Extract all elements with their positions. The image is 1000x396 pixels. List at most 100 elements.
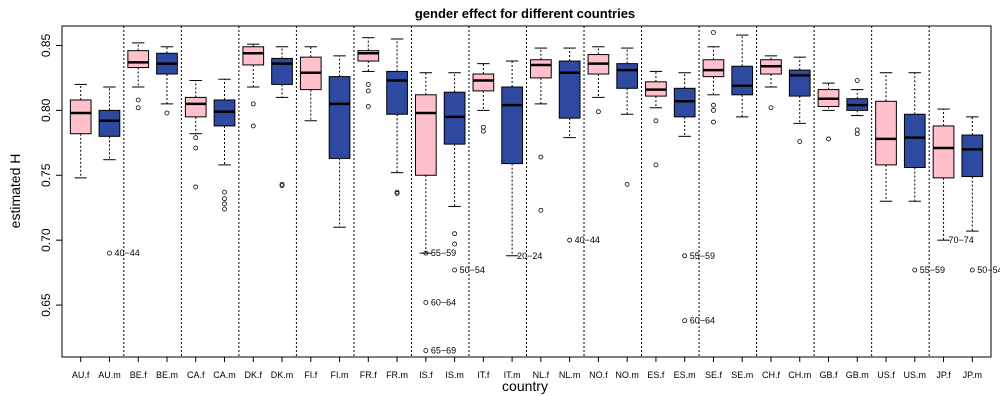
y-tick-label: 0.80: [39, 98, 53, 122]
box-ES.m: [673, 87, 696, 118]
x-tick-label: DK.m: [271, 370, 294, 380]
outlier-point: [423, 300, 429, 305]
x-tick-label: JP.f: [936, 370, 951, 380]
outlier-point: [567, 237, 573, 243]
outlier-annotation: 20−24: [517, 251, 542, 261]
outlier-point: [365, 104, 371, 109]
box-AU.f: [69, 99, 92, 135]
x-tick-label: NO.m: [615, 370, 639, 380]
outlier-point: [538, 154, 544, 160]
outlier-point: [768, 105, 774, 111]
box-JP.f: [932, 125, 955, 179]
y-tick-label: 0.65: [39, 293, 53, 317]
x-tick-label: US.f: [877, 370, 895, 380]
x-tick-label: US.m: [904, 370, 927, 380]
box-US.f: [875, 100, 897, 166]
box-IT.f: [472, 73, 495, 92]
outlier-point: [394, 191, 400, 196]
outlier-point: [107, 250, 112, 256]
outlier-point: [912, 267, 918, 273]
box-CA.f: [184, 96, 207, 118]
outlier-point: [193, 184, 199, 190]
chart-title: gender effect for different countries: [415, 6, 635, 21]
outlier-annotation: 40−44: [114, 248, 139, 258]
box-BE.f: [127, 50, 150, 69]
box-NL.m: [558, 60, 581, 119]
outlier-point: [164, 110, 170, 116]
x-tick-label: FI.f: [304, 370, 317, 380]
box-IT.m: [501, 86, 523, 165]
outlier-point: [711, 107, 716, 113]
x-tick-label: CH.f: [762, 370, 780, 380]
x-tick-label: IT.m: [504, 370, 521, 380]
outlier-annotation: 70−74: [949, 235, 974, 245]
x-tick-label: BE.m: [156, 370, 178, 380]
outlier-point: [135, 97, 141, 103]
x-tick-label: JP.m: [963, 370, 982, 380]
box-FR.m: [386, 70, 408, 115]
outlier-annotation: 55−59: [920, 265, 945, 275]
x-axis-label: country: [502, 378, 548, 394]
x-tick-label: GB.m: [846, 370, 869, 380]
box-IS.m: [443, 91, 466, 145]
outlier-point: [596, 109, 601, 115]
box-JP.m: [961, 134, 984, 178]
x-tick-label: IS.m: [445, 370, 464, 380]
outlier-point: [538, 207, 544, 213]
outlier-annotation: 60−64: [690, 316, 715, 326]
outlier-point: [480, 128, 486, 134]
outlier-point: [222, 196, 227, 202]
y-tick-label: 0.70: [39, 228, 53, 252]
outlier-annotation: 55−59: [431, 248, 456, 258]
box-SE.m: [731, 65, 754, 96]
outlier-point: [423, 348, 429, 353]
x-tick-label: ES.f: [647, 370, 665, 380]
outlier-point: [969, 267, 975, 273]
x-tick-label: FI.m: [331, 370, 349, 380]
outlier-point: [826, 136, 831, 142]
outlier-point: [452, 231, 457, 237]
outlier-point: [193, 135, 199, 141]
x-tick-label: CA.f: [187, 370, 205, 380]
outlier-annotation: 50−54: [977, 265, 1000, 275]
outlier-point: [193, 145, 199, 151]
outlier-point: [222, 189, 227, 195]
x-tick-label: NO.f: [589, 370, 608, 380]
box-FI.m: [328, 76, 351, 159]
outlier-point: [250, 101, 256, 107]
outlier-point: [854, 127, 860, 133]
outlier-point: [653, 118, 659, 124]
outlier-annotation: 40−44: [575, 235, 600, 245]
box-FR.f: [357, 50, 380, 62]
outlier-point: [854, 131, 860, 137]
x-tick-label: AU.f: [72, 370, 90, 380]
box-NO.m: [616, 63, 639, 89]
outlier-point: [222, 201, 227, 207]
outlier-point: [279, 181, 285, 187]
x-tick-label: ES.m: [674, 370, 696, 380]
outlier-point: [250, 123, 256, 129]
box-IS.f: [414, 94, 437, 176]
outlier-point: [423, 250, 429, 256]
x-tick-label: AU.m: [98, 370, 121, 380]
y-tick-label: 0.85: [39, 33, 53, 57]
box-DK.f: [242, 46, 265, 66]
x-tick-label: SE.f: [705, 370, 723, 380]
x-tick-label: BE.f: [130, 370, 148, 380]
outlier-annotation: 65−69: [431, 346, 456, 356]
box-CH.m: [788, 69, 811, 97]
outlier-point: [135, 105, 141, 111]
x-tick-label: SE.m: [731, 370, 753, 380]
box-SE.f: [702, 59, 725, 78]
box-NL.f: [530, 59, 552, 79]
outlier-point: [711, 119, 716, 125]
outlier-annotation: 55−59: [690, 251, 715, 261]
outlier-annotation: 60−64: [431, 297, 456, 307]
outlier-point: [682, 253, 688, 259]
outlier-point: [365, 82, 371, 87]
box-AU.m: [98, 109, 121, 137]
x-tick-label: NL.f: [533, 370, 550, 380]
outlier-point: [682, 318, 688, 324]
outlier-point: [711, 30, 716, 35]
